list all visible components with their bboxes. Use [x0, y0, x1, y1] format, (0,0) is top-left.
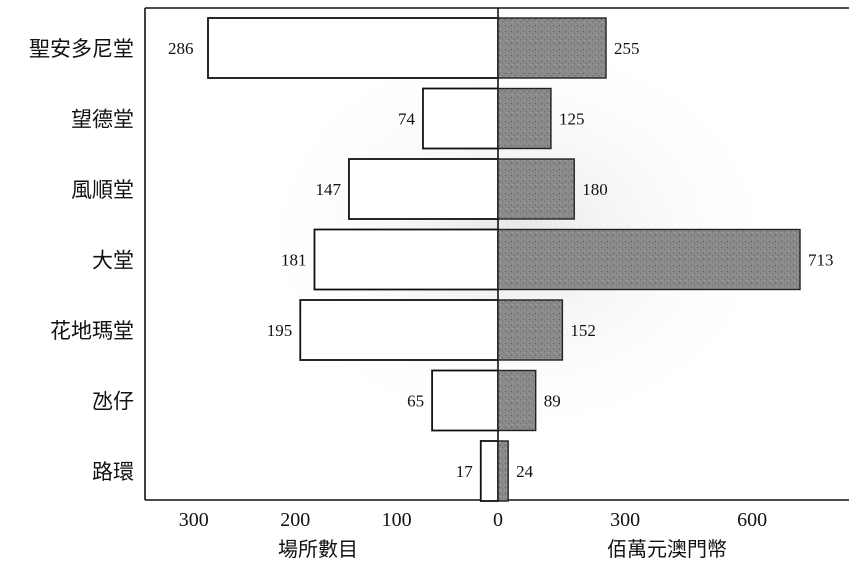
- category-label-5: 氹仔: [92, 390, 134, 414]
- value-label-left-1: 74: [398, 110, 416, 129]
- bar-left-5: [431, 369, 499, 432]
- value-labels-layer: 286 255 74 125 147 180 181 713 195 152 65 89 17 24: [168, 39, 834, 481]
- category-label-2: 風順堂: [71, 178, 134, 202]
- tick-labels-layer: 300 200 100 0 300 600: [179, 509, 767, 531]
- bar-left-2: [348, 158, 499, 220]
- bar-right-4: [497, 299, 564, 361]
- bar-left-1: [422, 87, 499, 150]
- left-tick-3: 0: [493, 509, 503, 531]
- category-label-4: 花地瑪堂: [50, 319, 134, 343]
- left-axis-label: 場所數目: [278, 537, 358, 561]
- bar-right-1: [497, 87, 552, 150]
- value-label-left-3: 181: [281, 251, 307, 270]
- category-label-1: 望德堂: [71, 108, 134, 132]
- left-tick-0: 300: [179, 509, 209, 531]
- bar-left-3: [313, 228, 499, 291]
- value-label-right-5: 89: [544, 392, 561, 411]
- bar-right-5: [497, 369, 537, 432]
- value-label-left-0: 286: [168, 39, 194, 58]
- value-label-right-6: 24: [516, 462, 534, 481]
- bar-left-4: [299, 299, 499, 361]
- right-tick-1: 300: [610, 509, 640, 531]
- right-tick-2: 600: [737, 509, 767, 531]
- value-label-left-5: 65: [407, 392, 424, 411]
- value-label-right-2: 180: [582, 180, 608, 199]
- left-tick-2: 100: [382, 509, 412, 531]
- value-label-right-1: 125: [559, 110, 585, 129]
- bar-right-2: [497, 158, 575, 220]
- category-label-3: 大堂: [92, 249, 134, 273]
- value-label-right-3: 713: [808, 251, 834, 270]
- bar-left-0: [207, 17, 499, 79]
- category-label-0: 聖安多尼堂: [29, 37, 134, 61]
- value-label-left-2: 147: [315, 180, 341, 199]
- value-label-left-4: 195: [267, 321, 293, 340]
- value-label-right-4: 152: [570, 321, 596, 340]
- bars-layer: [207, 17, 801, 502]
- left-tick-1: 200: [280, 509, 310, 531]
- bar-left-6: [479, 440, 499, 502]
- category-label-6: 路環: [92, 460, 134, 484]
- value-label-right-0: 255: [614, 39, 640, 58]
- bar-right-0: [497, 17, 607, 79]
- bar-right-3: [497, 228, 801, 291]
- value-label-left-6: 17: [456, 462, 474, 481]
- bar-right-6: [497, 440, 509, 502]
- right-axis-label: 佰萬元澳門幣: [607, 537, 727, 561]
